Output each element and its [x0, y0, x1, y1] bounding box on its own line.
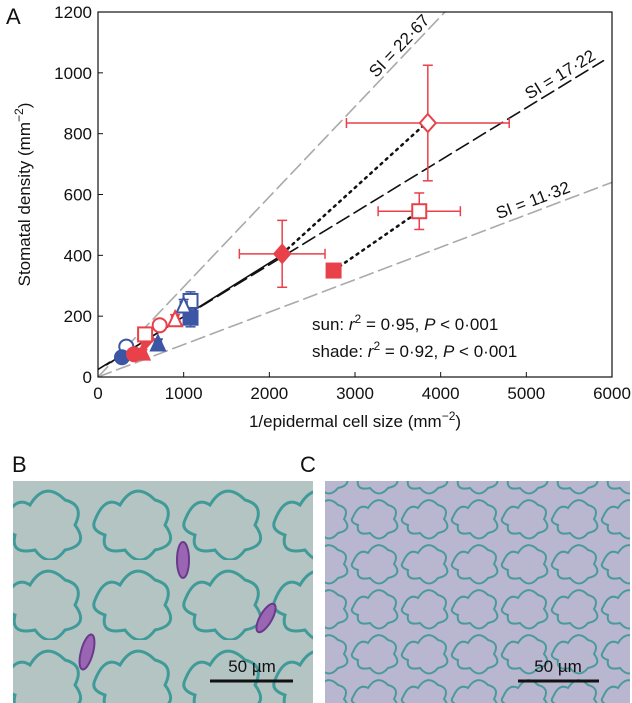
y-tick-label: 800 — [64, 125, 92, 144]
y-tick-label: 600 — [64, 186, 92, 205]
text-part: −2 — [12, 108, 26, 122]
text-part: = 0·92, — [380, 342, 443, 361]
y-tick-label: 400 — [64, 246, 92, 265]
point — [166, 308, 184, 328]
reference-label: SI = 11·32 — [493, 178, 572, 223]
reference-line — [98, 12, 446, 377]
point — [272, 243, 292, 265]
text-part: ) — [455, 412, 461, 431]
x-tick-label: 6000 — [593, 384, 631, 403]
reference-label: SI = 17·22 — [522, 46, 599, 103]
text-part: r — [349, 315, 356, 334]
text-part: < 0·001 — [454, 342, 517, 361]
text-part: sun: — [312, 315, 349, 334]
scale-bar-label: 50 µm — [534, 657, 582, 676]
point — [151, 317, 168, 334]
annotation: sun: r2 = 0·95, P < 0·001 — [312, 312, 498, 334]
fit-line — [332, 209, 421, 272]
text-part: Stomatal density (mm — [15, 122, 34, 286]
point — [137, 326, 154, 343]
x-tick-label: 2000 — [250, 384, 288, 403]
reference-line — [98, 59, 605, 371]
point — [411, 203, 428, 220]
y-tick-label: 1000 — [54, 64, 92, 83]
y-tick-label: 0 — [83, 368, 92, 387]
point — [175, 295, 193, 314]
fit-line — [280, 120, 430, 256]
point — [325, 262, 342, 279]
y-tick-label: 200 — [64, 307, 92, 326]
text-part: P — [424, 315, 436, 334]
x-tick-label: 0 — [93, 384, 102, 403]
text-part: −2 — [442, 409, 456, 423]
text-part: = 0·95, — [361, 315, 424, 334]
panel-label: B — [12, 452, 27, 477]
point — [133, 342, 152, 361]
reference-label: SI = 22·67 — [365, 11, 433, 81]
panel-label: A — [6, 4, 21, 29]
text-part: 1/epidermal cell size (mm — [249, 412, 442, 431]
micrograph-b — [13, 481, 313, 703]
reference-line — [98, 181, 612, 377]
micrograph-c — [325, 481, 630, 703]
text-part: P — [443, 342, 455, 361]
text-part: 2 — [373, 339, 380, 353]
text-part: < 0·001 — [435, 315, 498, 334]
scale-bar-label: 50 µm — [228, 657, 276, 676]
text-part: 2 — [355, 312, 362, 326]
annotation: shade: r2 = 0·92, P < 0·001 — [312, 339, 517, 361]
y-tick-label: 1200 — [54, 3, 92, 22]
panel-label: C — [300, 452, 316, 477]
x-tick-label: 3000 — [336, 384, 374, 403]
text-part: shade: — [312, 342, 368, 361]
plot-frame — [97, 11, 613, 378]
y-axis-label: Stomatal density (mm−2) — [12, 103, 34, 287]
x-axis-label: 1/epidermal cell size (mm−2) — [249, 409, 461, 431]
x-tick-label: 4000 — [422, 384, 460, 403]
text-part: ) — [15, 103, 34, 109]
text-part: r — [368, 342, 375, 361]
point — [418, 112, 438, 134]
plot — [98, 12, 612, 377]
x-tick-label: 1000 — [165, 384, 203, 403]
point — [149, 333, 167, 352]
x-tick-label: 5000 — [507, 384, 545, 403]
